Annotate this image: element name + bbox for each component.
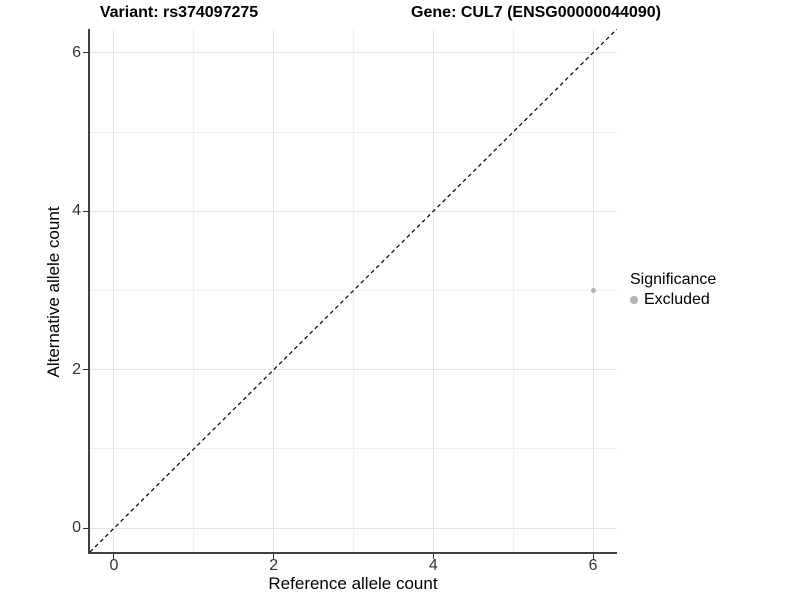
y-tick-mark xyxy=(83,527,88,529)
plot-panel xyxy=(90,29,617,552)
legend-entry: Excluded xyxy=(630,291,795,309)
data-point xyxy=(590,288,596,293)
major-gridline-vertical xyxy=(273,29,275,552)
legend: Significance Excluded xyxy=(630,270,795,309)
major-gridline-horizontal xyxy=(90,210,617,212)
y-tick-mark xyxy=(83,52,88,54)
x-tick-mark xyxy=(592,554,594,559)
y-tick-label: 4 xyxy=(72,202,81,220)
y-axis-label: Alternative allele count xyxy=(44,206,63,378)
y-axis-line xyxy=(88,29,90,554)
minor-gridline-horizontal xyxy=(90,290,617,291)
x-tick-mark xyxy=(432,554,434,559)
y-tick-label: 6 xyxy=(72,43,81,61)
major-gridline-horizontal xyxy=(90,369,617,371)
legend-entries: Excluded xyxy=(630,291,795,309)
identity-dashed-line xyxy=(90,29,617,552)
y-tick-label: 2 xyxy=(72,360,81,378)
x-tick-mark xyxy=(113,554,115,559)
x-tick-mark xyxy=(273,554,275,559)
x-tick-label: 0 xyxy=(109,557,119,574)
x-axis-line xyxy=(88,552,617,554)
x-axis-label: Reference allele count xyxy=(268,574,438,593)
major-gridline-vertical xyxy=(432,29,434,552)
major-gridline-vertical xyxy=(113,29,115,552)
variant-title: Variant: rs374097275 xyxy=(99,4,259,21)
y-tick-mark xyxy=(83,210,88,212)
legend-entry-label: Excluded xyxy=(644,291,710,308)
gene-title: Gene: CUL7 (ENSG00000044090) xyxy=(411,4,661,21)
major-gridline-horizontal xyxy=(90,52,617,54)
x-tick-label: 4 xyxy=(428,557,438,574)
legend-point-icon xyxy=(630,296,638,304)
minor-gridline-horizontal xyxy=(90,131,617,133)
y-tick-label: 0 xyxy=(72,519,81,537)
major-gridline-horizontal xyxy=(90,527,617,529)
legend-title: Significance xyxy=(630,271,717,288)
identity-line-layer xyxy=(90,29,617,552)
x-tick-label: 6 xyxy=(588,557,598,574)
y-tick-mark xyxy=(83,369,88,371)
x-tick-label: 2 xyxy=(269,557,279,574)
minor-gridline-horizontal xyxy=(90,448,617,450)
